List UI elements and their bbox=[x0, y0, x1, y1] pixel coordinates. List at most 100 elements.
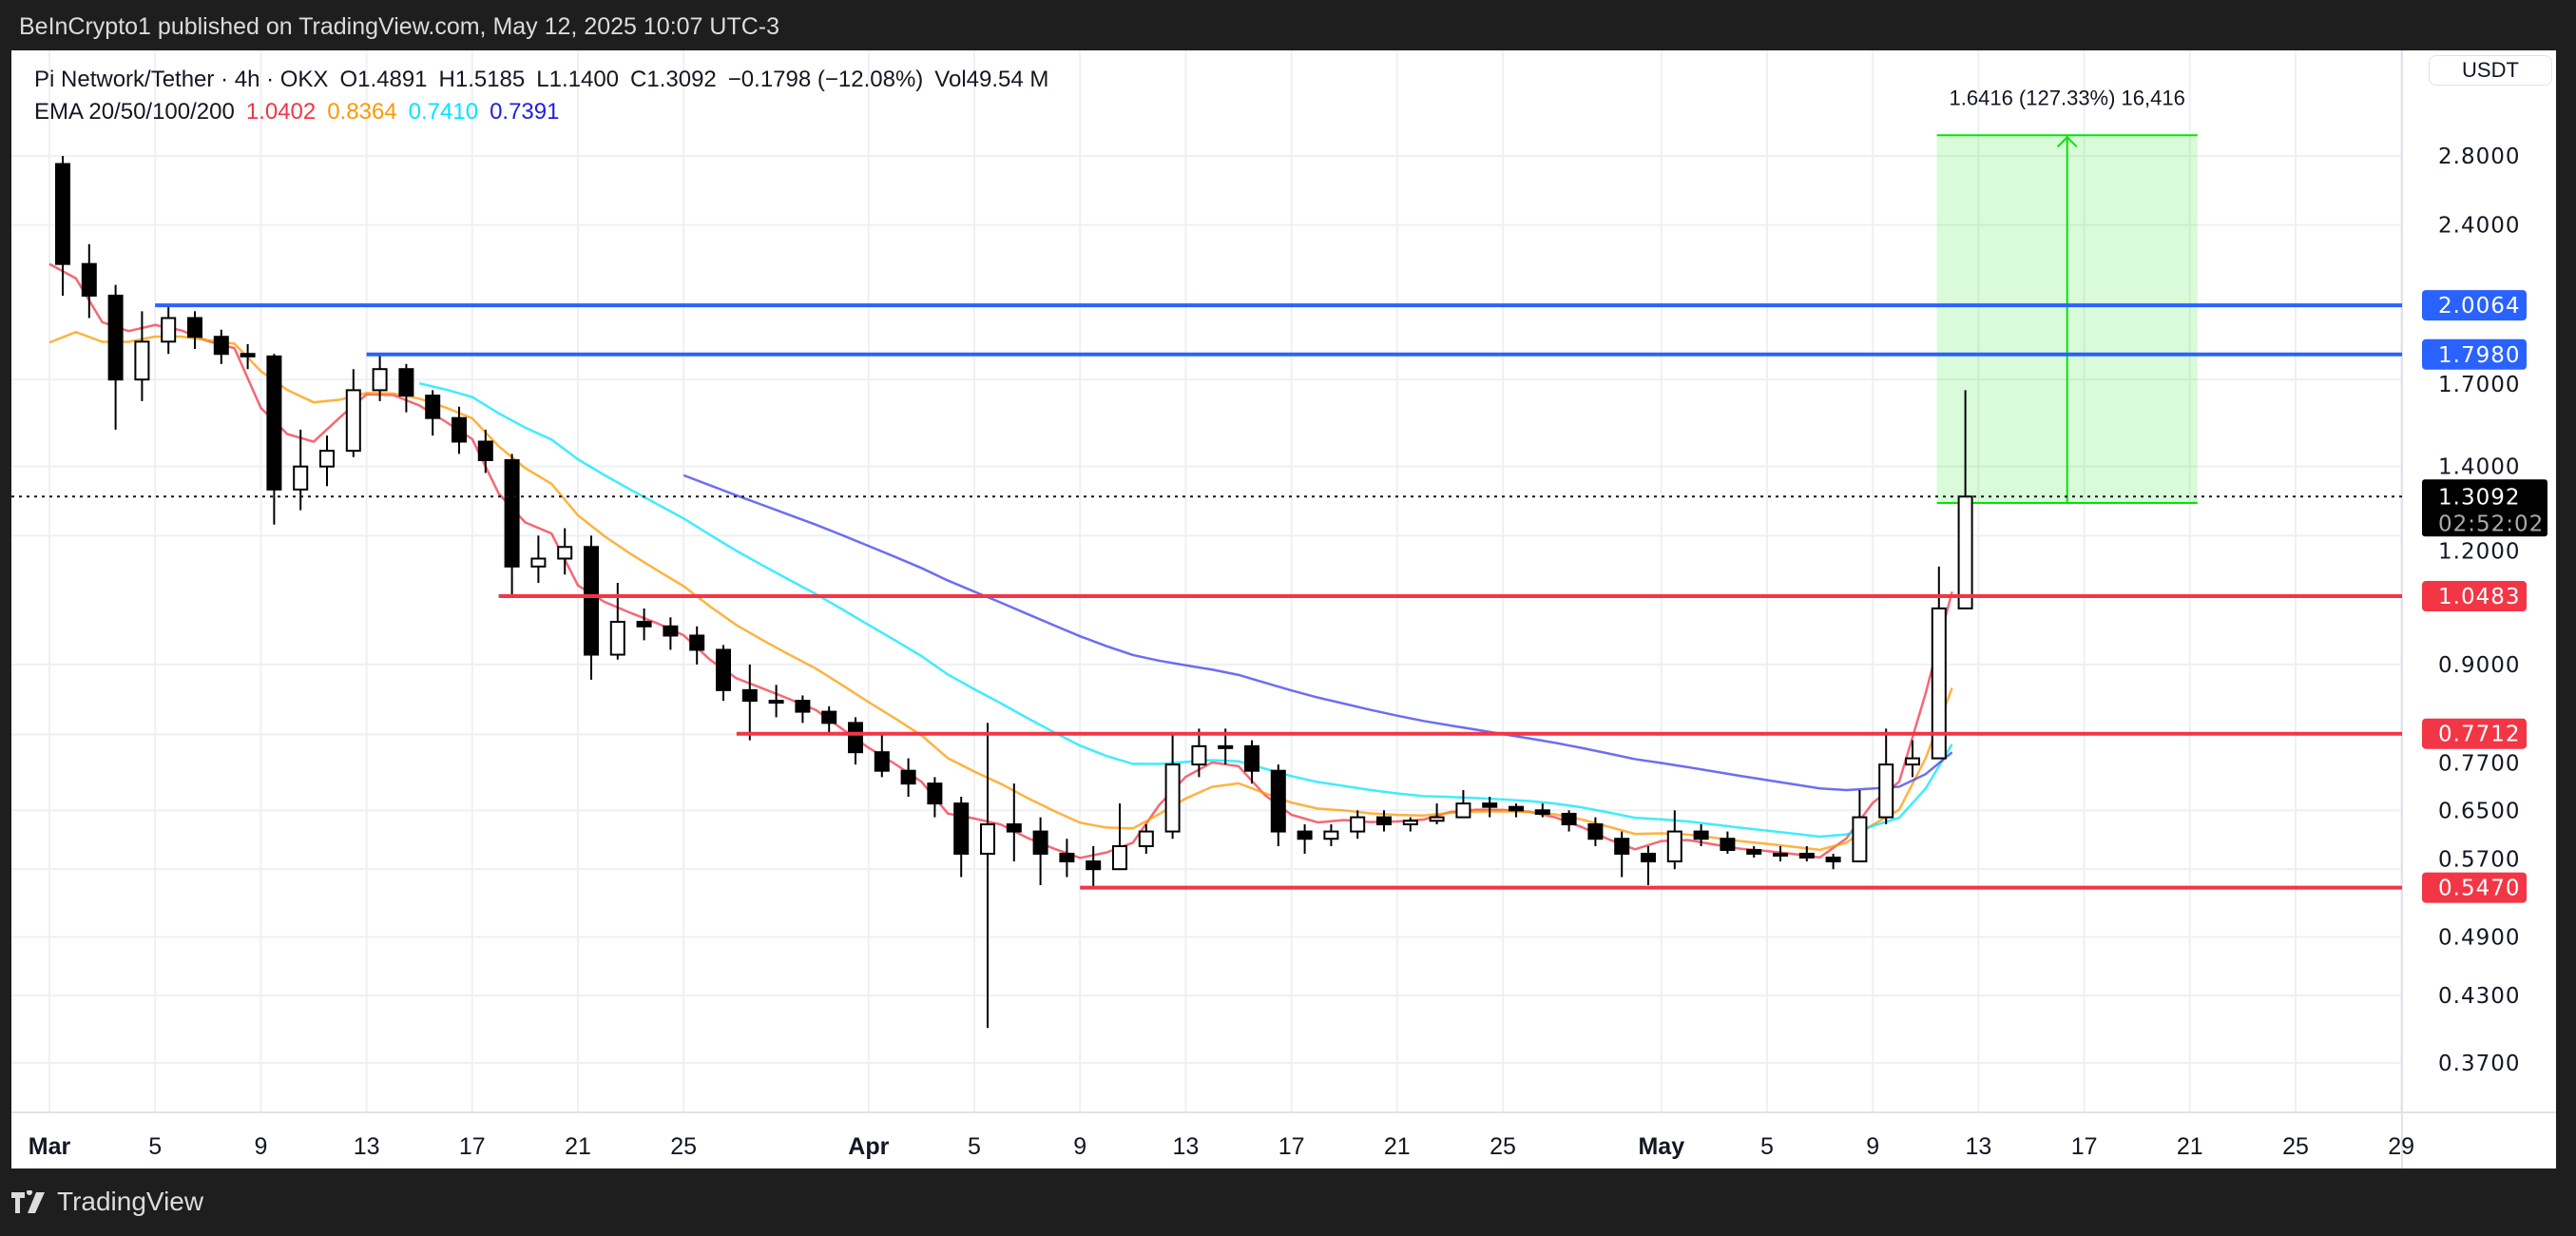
price-tick-label: 1.4000 bbox=[2438, 454, 2520, 479]
date-tick-label: 13 bbox=[354, 1133, 380, 1160]
candle[interactable] bbox=[1059, 852, 1075, 862]
candle[interactable] bbox=[927, 782, 943, 805]
candle[interactable] bbox=[609, 620, 625, 656]
candle[interactable] bbox=[372, 368, 388, 392]
candle[interactable] bbox=[161, 317, 177, 343]
candle[interactable] bbox=[1350, 816, 1366, 833]
candle[interactable] bbox=[425, 395, 441, 419]
candle[interactable] bbox=[900, 769, 916, 785]
measure-arrow-icon bbox=[2056, 135, 2078, 147]
price-tick-label: 0.9000 bbox=[2438, 653, 2520, 678]
date-tick-label: 9 bbox=[254, 1133, 267, 1160]
level-price-tag bbox=[2422, 872, 2527, 903]
candle[interactable] bbox=[1482, 802, 1498, 808]
candle[interactable] bbox=[319, 450, 335, 468]
candle[interactable] bbox=[452, 416, 467, 443]
candle[interactable] bbox=[1086, 859, 1102, 871]
candle[interactable] bbox=[848, 722, 863, 754]
candle[interactable] bbox=[1773, 852, 1788, 857]
candle[interactable] bbox=[240, 353, 256, 357]
candle[interactable] bbox=[1878, 763, 1894, 819]
date-tick-label: 29 bbox=[2388, 1133, 2414, 1160]
candle[interactable] bbox=[107, 294, 124, 381]
candle[interactable] bbox=[1825, 856, 1841, 862]
candle[interactable] bbox=[768, 700, 784, 705]
candle[interactable] bbox=[1587, 823, 1604, 840]
candle[interactable] bbox=[55, 163, 70, 265]
ema100-line bbox=[418, 381, 1953, 839]
candle[interactable] bbox=[213, 336, 229, 356]
date-tick-label: 9 bbox=[1073, 1133, 1086, 1160]
candle[interactable] bbox=[795, 700, 811, 713]
candle[interactable] bbox=[1244, 744, 1259, 772]
candle[interactable] bbox=[345, 389, 361, 453]
candle[interactable] bbox=[1402, 820, 1418, 826]
candle[interactable] bbox=[1297, 830, 1313, 840]
date-tick-label: 21 bbox=[2177, 1133, 2203, 1160]
candle[interactable] bbox=[187, 317, 202, 338]
candle[interactable] bbox=[980, 823, 995, 855]
level-price-label: 0.5470 bbox=[2438, 877, 2520, 901]
candle[interactable] bbox=[1112, 845, 1127, 871]
price-tick-label: 1.2000 bbox=[2438, 539, 2520, 564]
date-tick-label: 25 bbox=[670, 1133, 697, 1160]
symbol-legend: Pi Network/Tether · 4h · OKX O1.4891 H1.51… bbox=[34, 67, 1048, 93]
candle[interactable] bbox=[1376, 816, 1392, 826]
currency-button[interactable]: USDT bbox=[2429, 55, 2552, 86]
candle[interactable] bbox=[663, 625, 679, 637]
candle[interactable] bbox=[1852, 816, 1868, 862]
date-tick-label: 9 bbox=[1866, 1133, 1879, 1160]
candle[interactable] bbox=[1957, 495, 1973, 609]
candle[interactable] bbox=[953, 802, 970, 855]
candle[interactable] bbox=[1905, 757, 1920, 766]
candle[interactable] bbox=[557, 546, 573, 560]
ema-legend[interactable]: EMA 20/50/100/200 1.0402 0.8364 0.7410 0.739… bbox=[34, 99, 559, 126]
candle[interactable] bbox=[1270, 769, 1286, 833]
date-tick-label: Apr bbox=[848, 1133, 889, 1160]
candle[interactable] bbox=[530, 557, 547, 568]
candle[interactable] bbox=[1164, 763, 1181, 833]
candle[interactable] bbox=[504, 458, 520, 568]
candle[interactable] bbox=[1006, 823, 1022, 833]
candle[interactable] bbox=[134, 340, 150, 381]
candle[interactable] bbox=[689, 634, 705, 651]
volume-value: Vol49.54 M bbox=[934, 67, 1049, 92]
last-price-label: 1.3092 bbox=[2438, 485, 2520, 510]
candle[interactable] bbox=[1509, 805, 1524, 812]
candle[interactable] bbox=[293, 465, 309, 491]
candle[interactable] bbox=[874, 751, 890, 772]
candle[interactable] bbox=[1693, 830, 1709, 840]
candle[interactable] bbox=[1323, 830, 1339, 840]
candle[interactable] bbox=[1429, 816, 1445, 822]
candle[interactable] bbox=[1218, 744, 1234, 749]
candle[interactable] bbox=[1534, 809, 1550, 815]
candle[interactable] bbox=[741, 688, 758, 703]
change-value: −0.1798 (−12.08%) bbox=[727, 67, 924, 92]
candle[interactable] bbox=[1455, 802, 1471, 819]
candle[interactable] bbox=[266, 355, 282, 491]
candle[interactable] bbox=[636, 620, 652, 628]
candle[interactable] bbox=[821, 710, 837, 724]
candle[interactable] bbox=[1666, 830, 1682, 862]
candle[interactable] bbox=[1931, 607, 1947, 760]
ema200-value: 0.7391 bbox=[490, 99, 560, 125]
chart-panel[interactable] bbox=[11, 50, 2556, 1168]
candle[interactable] bbox=[1641, 852, 1656, 862]
tradingview-logo[interactable]: TradingView bbox=[11, 1187, 203, 1217]
candle[interactable] bbox=[1720, 838, 1736, 851]
candle[interactable] bbox=[1746, 848, 1762, 855]
tradingview-logo-icon bbox=[11, 1190, 45, 1213]
candle[interactable] bbox=[398, 368, 414, 397]
candle[interactable] bbox=[477, 440, 493, 461]
candle[interactable] bbox=[716, 648, 731, 691]
candle[interactable] bbox=[1191, 744, 1207, 766]
candle[interactable] bbox=[1138, 830, 1154, 848]
candle[interactable] bbox=[1614, 838, 1630, 855]
candle[interactable] bbox=[1798, 852, 1815, 859]
candle[interactable] bbox=[81, 262, 97, 297]
candle[interactable] bbox=[1032, 830, 1048, 855]
date-tick-label: 5 bbox=[968, 1133, 981, 1160]
candle[interactable] bbox=[584, 546, 599, 656]
candle[interactable] bbox=[1561, 812, 1577, 826]
